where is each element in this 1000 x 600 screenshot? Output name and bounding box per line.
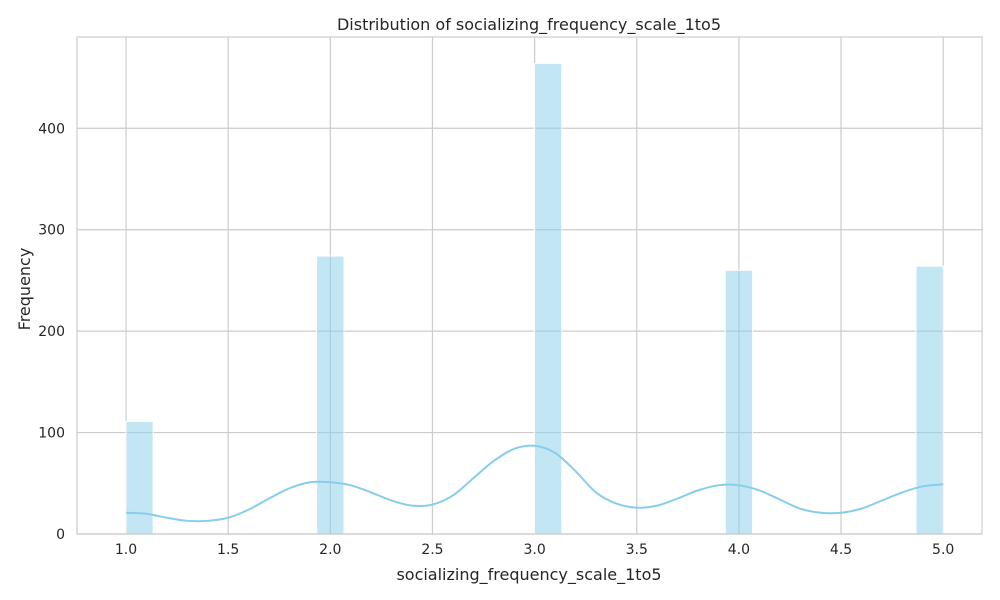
y-axis-label: Frequency — [15, 248, 34, 331]
histogram-bar-1 — [316, 255, 345, 535]
x-tick-label-4.5: 4.5 — [830, 542, 852, 558]
kde-curve-layer — [125, 444, 944, 523]
y-tick-label-300: 300 — [38, 223, 65, 239]
histogram-bars — [125, 62, 944, 535]
x-tick-label-5.0: 5.0 — [932, 542, 954, 558]
x-tick-label-2.0: 2.0 — [319, 542, 341, 558]
y-tick-label-400: 400 — [38, 121, 65, 137]
histogram-bar-0 — [125, 420, 154, 535]
tick-labels: 1.0 1.5 2.0 2.5 3.0 3.5 4.0 4.5 5.0 0 100 200 300 400 — [38, 121, 954, 558]
x-tick-label-2.5: 2.5 — [421, 542, 443, 558]
y-tick-label-0: 0 — [56, 527, 65, 543]
histogram-bar-4 — [915, 265, 944, 535]
x-tick-label-3.0: 3.0 — [523, 542, 545, 558]
x-tick-label-1.0: 1.0 — [115, 542, 137, 558]
x-tick-label-1.5: 1.5 — [217, 542, 239, 558]
histogram-bar-3 — [724, 269, 754, 535]
x-axis-label: socializing_frequency_scale_1to5 — [396, 565, 661, 585]
histogram-bar-2 — [534, 62, 563, 535]
plot-frame — [76, 36, 983, 535]
y-tick-label-100: 100 — [38, 426, 65, 442]
x-tick-label-3.5: 3.5 — [626, 542, 648, 558]
kde-curve — [125, 444, 944, 523]
grid-lines — [77, 37, 982, 535]
y-tick-label-200: 200 — [38, 324, 65, 340]
x-tick-label-4.0: 4.0 — [728, 542, 750, 558]
chart-title: Distribution of socializing_frequency_sc… — [337, 15, 721, 35]
